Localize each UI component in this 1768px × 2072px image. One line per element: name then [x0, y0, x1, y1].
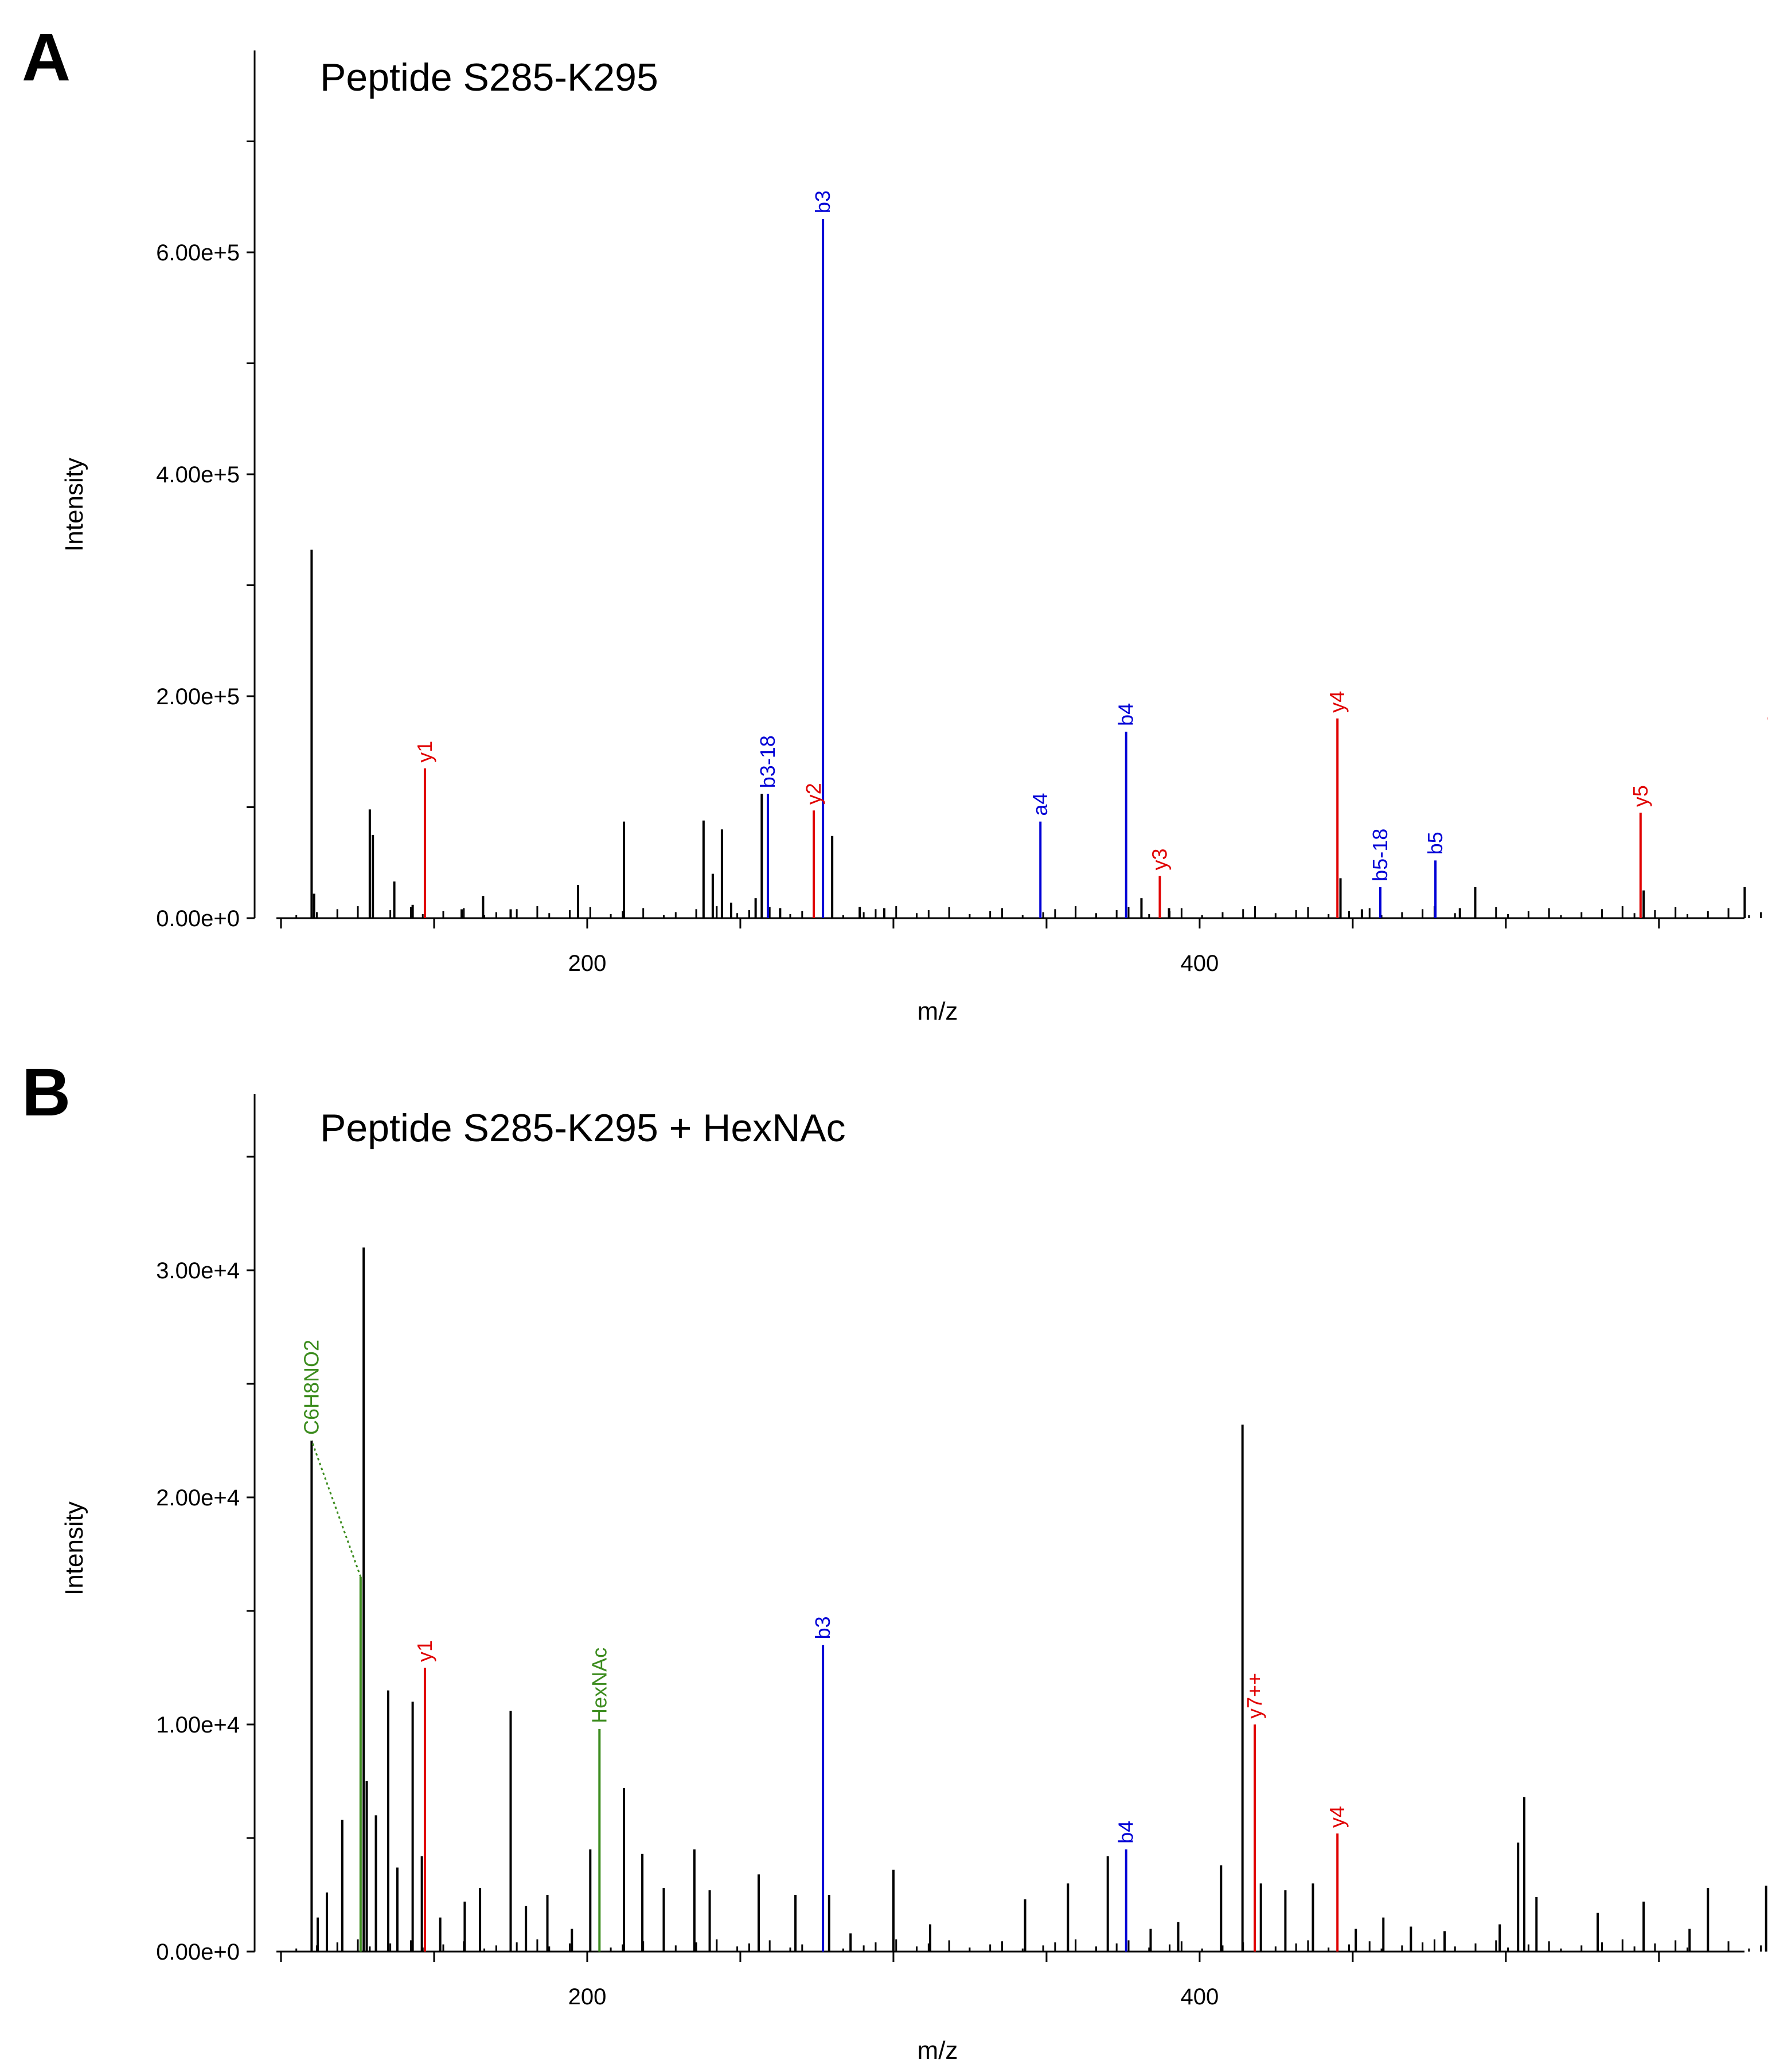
y-tick-label: 2.00e+5: [156, 684, 240, 709]
panel-b-letter: B: [22, 1055, 71, 1130]
peak-label: y2: [802, 783, 825, 805]
peak-label: y5: [1629, 785, 1652, 807]
y-tick-label: 3.00e+4: [156, 1258, 240, 1283]
peak-label: y1: [413, 1640, 436, 1662]
peak-label: C6H8NO2: [299, 1340, 323, 1435]
y-tick-label: 6.00e+5: [156, 240, 240, 266]
x-tick-label: 400: [1181, 1984, 1219, 2009]
panel-b-xlabel: m/z: [918, 2036, 958, 2065]
peak-label: y7++: [1243, 1673, 1266, 1719]
panel-b-axes: 0.00e+01.00e+42.00e+43.00e+4200400600800…: [156, 1094, 1744, 2009]
y-tick-label: 2.00e+4: [156, 1485, 240, 1511]
peak-label: y4: [1325, 1806, 1349, 1828]
peak-label: b5-18: [1368, 829, 1392, 881]
peak-label: y4: [1325, 691, 1349, 713]
peak-label-leader: [310, 1440, 362, 1578]
panel-b-ylabel: Intensity: [60, 1501, 88, 1595]
x-tick-label: 200: [568, 1984, 607, 2009]
panel-a-peak-labels: y1b3-18y2b3a4b4y3y4b5-18b5y5y10++M-18Mb7…: [413, 190, 1768, 881]
x-tick-label: 400: [1181, 951, 1219, 976]
panel-a-xlabel: m/z: [918, 997, 958, 1025]
panel-a-axes: 0.00e+02.00e+54.00e+56.00e+5200400600800…: [156, 50, 1744, 976]
panel-a-peaks: [295, 218, 1762, 918]
panel-b-peaks: [295, 1247, 1767, 1952]
x-tick-label: 200: [568, 951, 607, 976]
y-tick-label: 4.00e+5: [156, 462, 240, 487]
peak-label: y10++: [1763, 689, 1768, 746]
peak-label: b3: [811, 1616, 834, 1639]
panel-a-letter: A: [22, 19, 71, 95]
panel-b-title: Peptide S285-K295 + HexNAc: [320, 1106, 846, 1150]
peak-label: b5: [1423, 832, 1447, 854]
peak-label: y1: [413, 741, 436, 763]
peak-label: y3: [1148, 848, 1171, 870]
panel-a: A Peptide S285-K295 m/z Intensity 0.00e+…: [22, 19, 1768, 1025]
peak-label: b3-18: [756, 735, 779, 788]
panel-a-ylabel: Intensity: [60, 458, 88, 552]
peak-label: a4: [1028, 793, 1052, 816]
y-tick-label: 0.00e+0: [156, 1940, 240, 1965]
y-tick-label: 0.00e+0: [156, 906, 240, 931]
peak-label: b4: [1114, 1821, 1138, 1844]
panel-b: B Peptide S285-K295 + HexNAc m/z Intensi…: [22, 1055, 1767, 2065]
peak-label: HexNAc: [587, 1648, 611, 1723]
y-tick-label: 1.00e+4: [156, 1712, 240, 1738]
peak-label: b3: [811, 190, 834, 213]
panel-a-title: Peptide S285-K295: [320, 56, 658, 99]
peak-label: b4: [1114, 703, 1138, 726]
